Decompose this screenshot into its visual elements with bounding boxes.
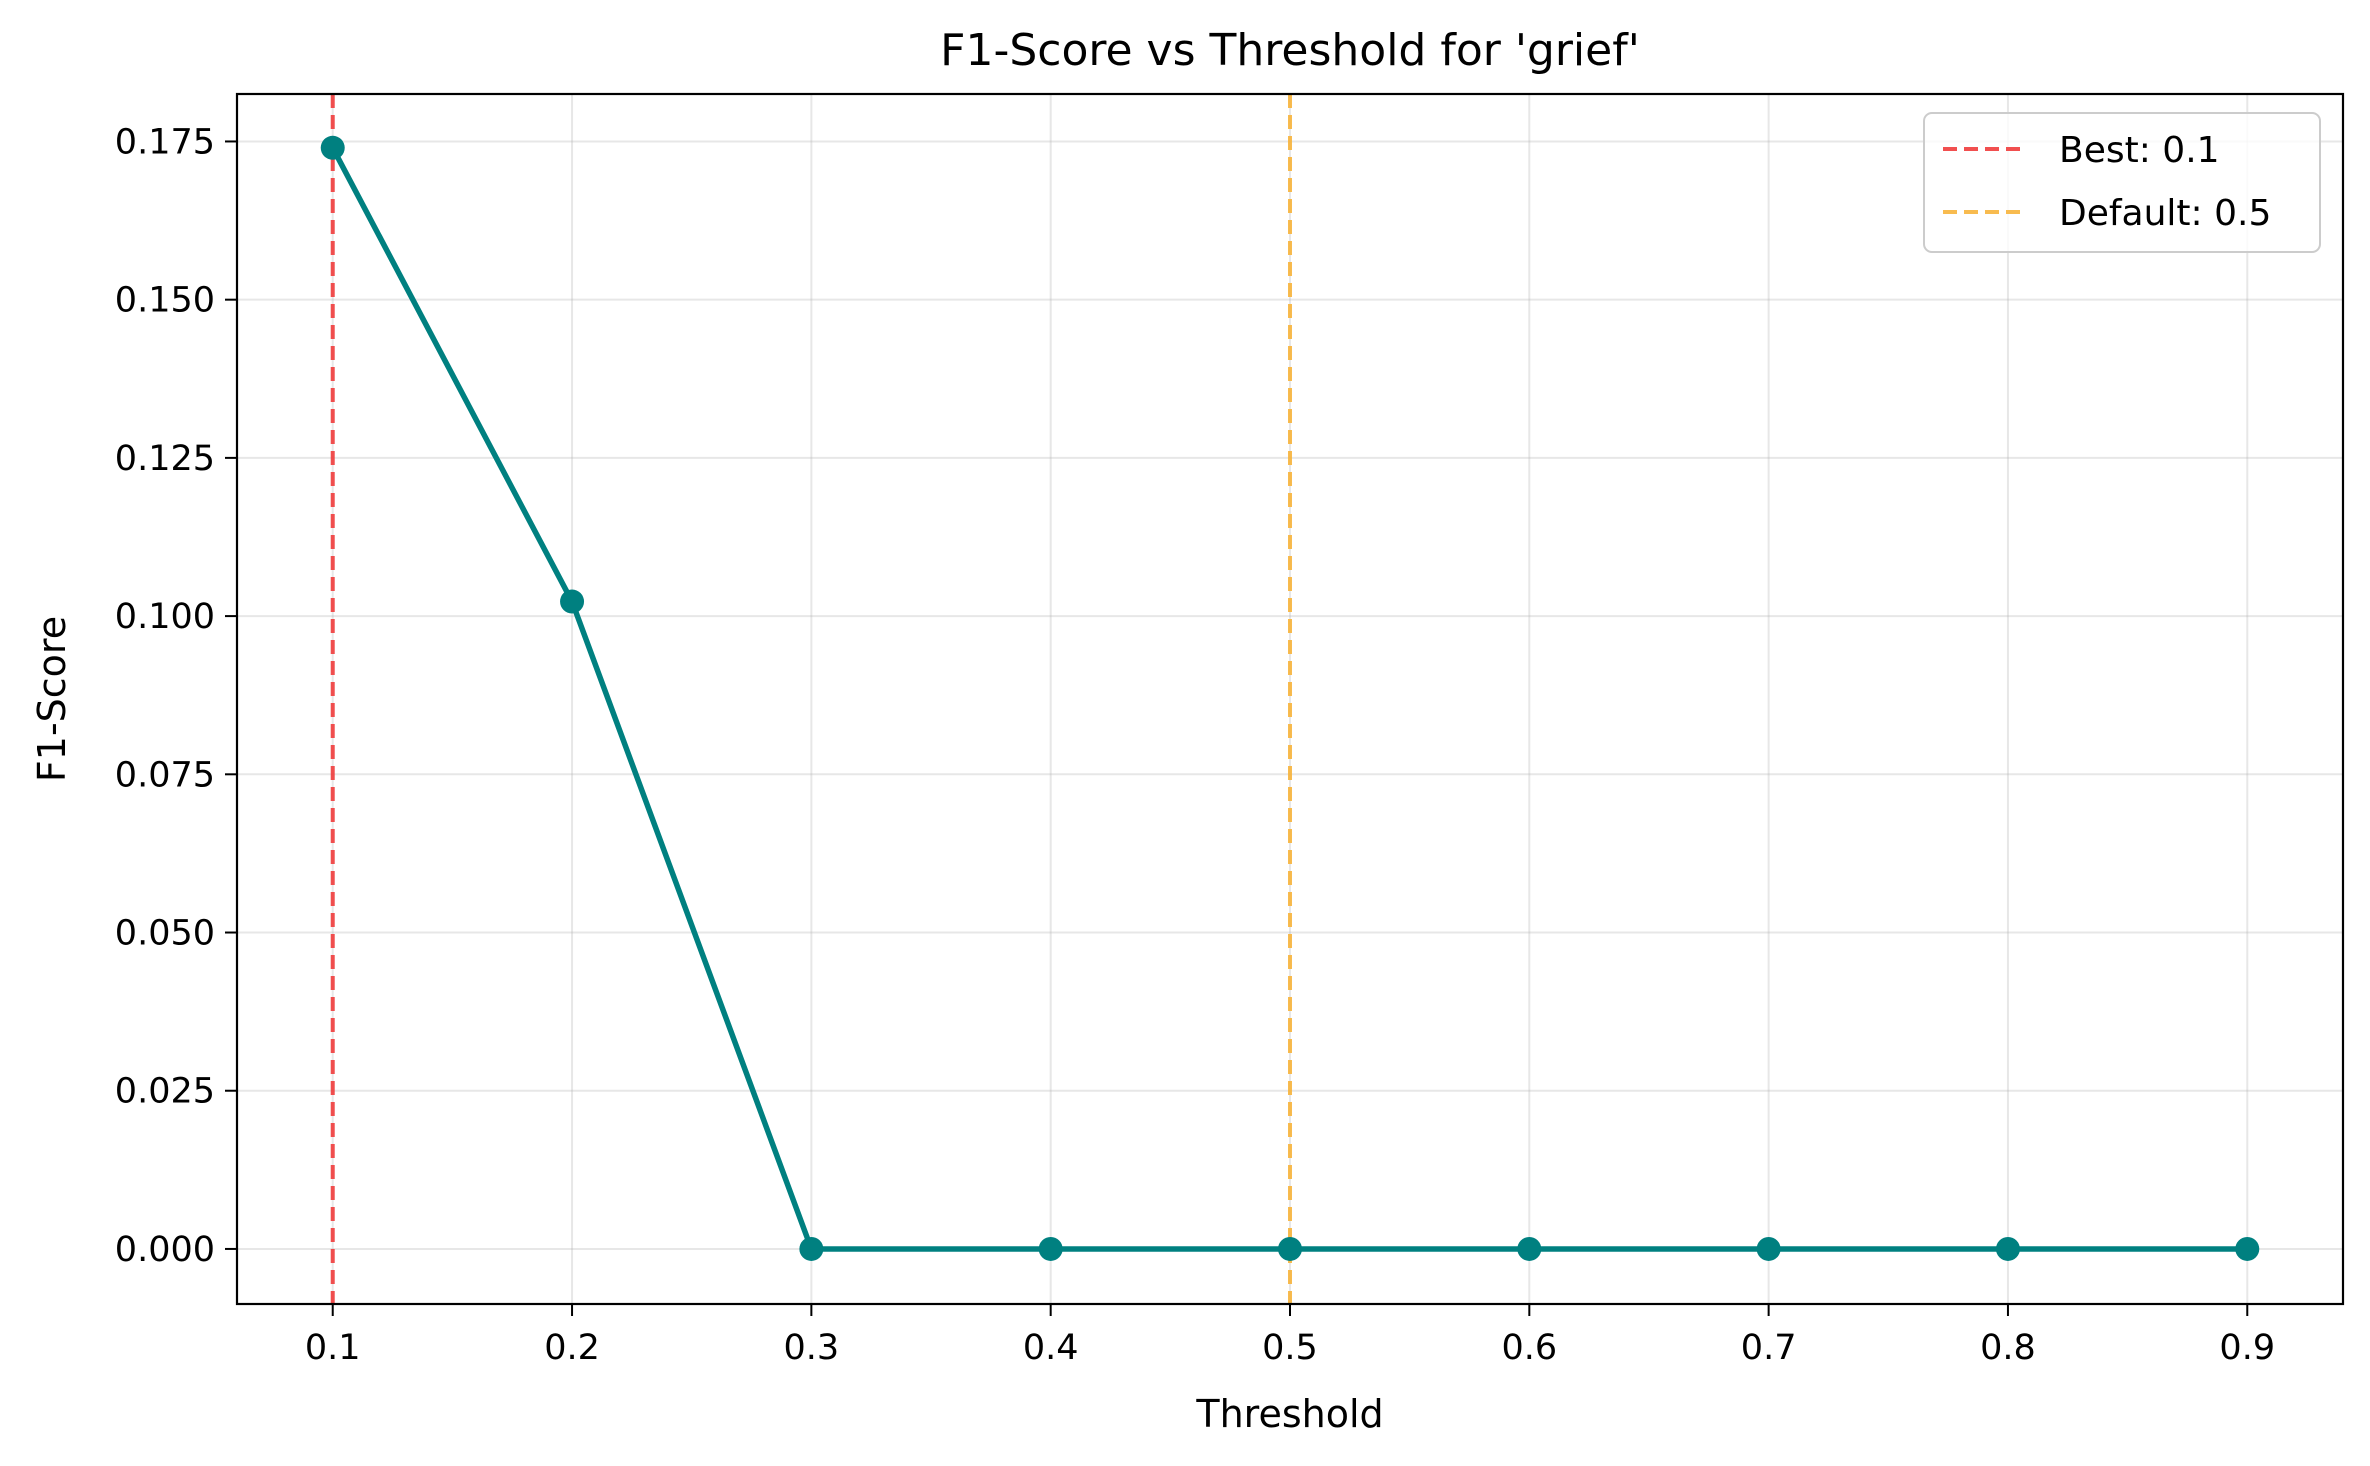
y-tick-label: 0.125 (115, 439, 215, 479)
x-tick-label: 0.7 (1741, 1328, 1797, 1368)
y-axis: 0.000 0.025 0.050 0.075 0.100 0.125 0.150 0.175 (115, 122, 237, 1270)
chart-title: F1-Score vs Threshold for 'grief' (940, 25, 1640, 76)
x-tick-label: 0.3 (784, 1328, 840, 1368)
x-tick-label: 0.9 (2219, 1328, 2275, 1368)
legend-label-best: Best: 0.1 (2059, 130, 2220, 171)
data-point (799, 1236, 824, 1261)
data-point (1756, 1236, 1781, 1261)
legend: Best: 0.1 Default: 0.5 (1923, 112, 2321, 253)
data-point (1995, 1236, 2020, 1261)
x-tick-label: 0.1 (305, 1328, 361, 1368)
y-tick-label: 0.100 (115, 597, 215, 637)
x-axis: 0.1 0.2 0.3 0.4 0.5 0.6 0.7 0.8 0.9 (305, 1304, 2275, 1368)
y-tick-label: 0.175 (115, 122, 215, 162)
x-tick-label: 0.4 (1023, 1328, 1079, 1368)
y-tick-label: 0.025 (115, 1072, 215, 1112)
series-layer (320, 135, 2260, 1261)
data-point (1278, 1236, 1302, 1261)
data-point (560, 589, 585, 614)
legend-label-default: Default: 0.5 (2059, 193, 2271, 234)
x-tick-label: 0.6 (1501, 1328, 1557, 1368)
data-point (320, 135, 345, 160)
x-axis-label: Threshold (1195, 1392, 1383, 1436)
y-tick-label: 0.075 (115, 755, 215, 795)
x-tick-label: 0.2 (544, 1328, 600, 1368)
reference-lines (330, 94, 1292, 1304)
y-tick-label: 0.000 (115, 1230, 215, 1270)
legend-box (1923, 112, 2321, 253)
x-tick-label: 0.8 (1980, 1328, 2036, 1368)
data-point (1517, 1236, 1542, 1261)
y-tick-label: 0.150 (115, 281, 215, 321)
data-point (2235, 1236, 2260, 1261)
y-tick-label: 0.050 (115, 914, 215, 954)
x-tick-label: 0.5 (1262, 1328, 1318, 1368)
y-axis-label: F1-Score (30, 616, 74, 782)
data-point (1038, 1236, 1063, 1261)
